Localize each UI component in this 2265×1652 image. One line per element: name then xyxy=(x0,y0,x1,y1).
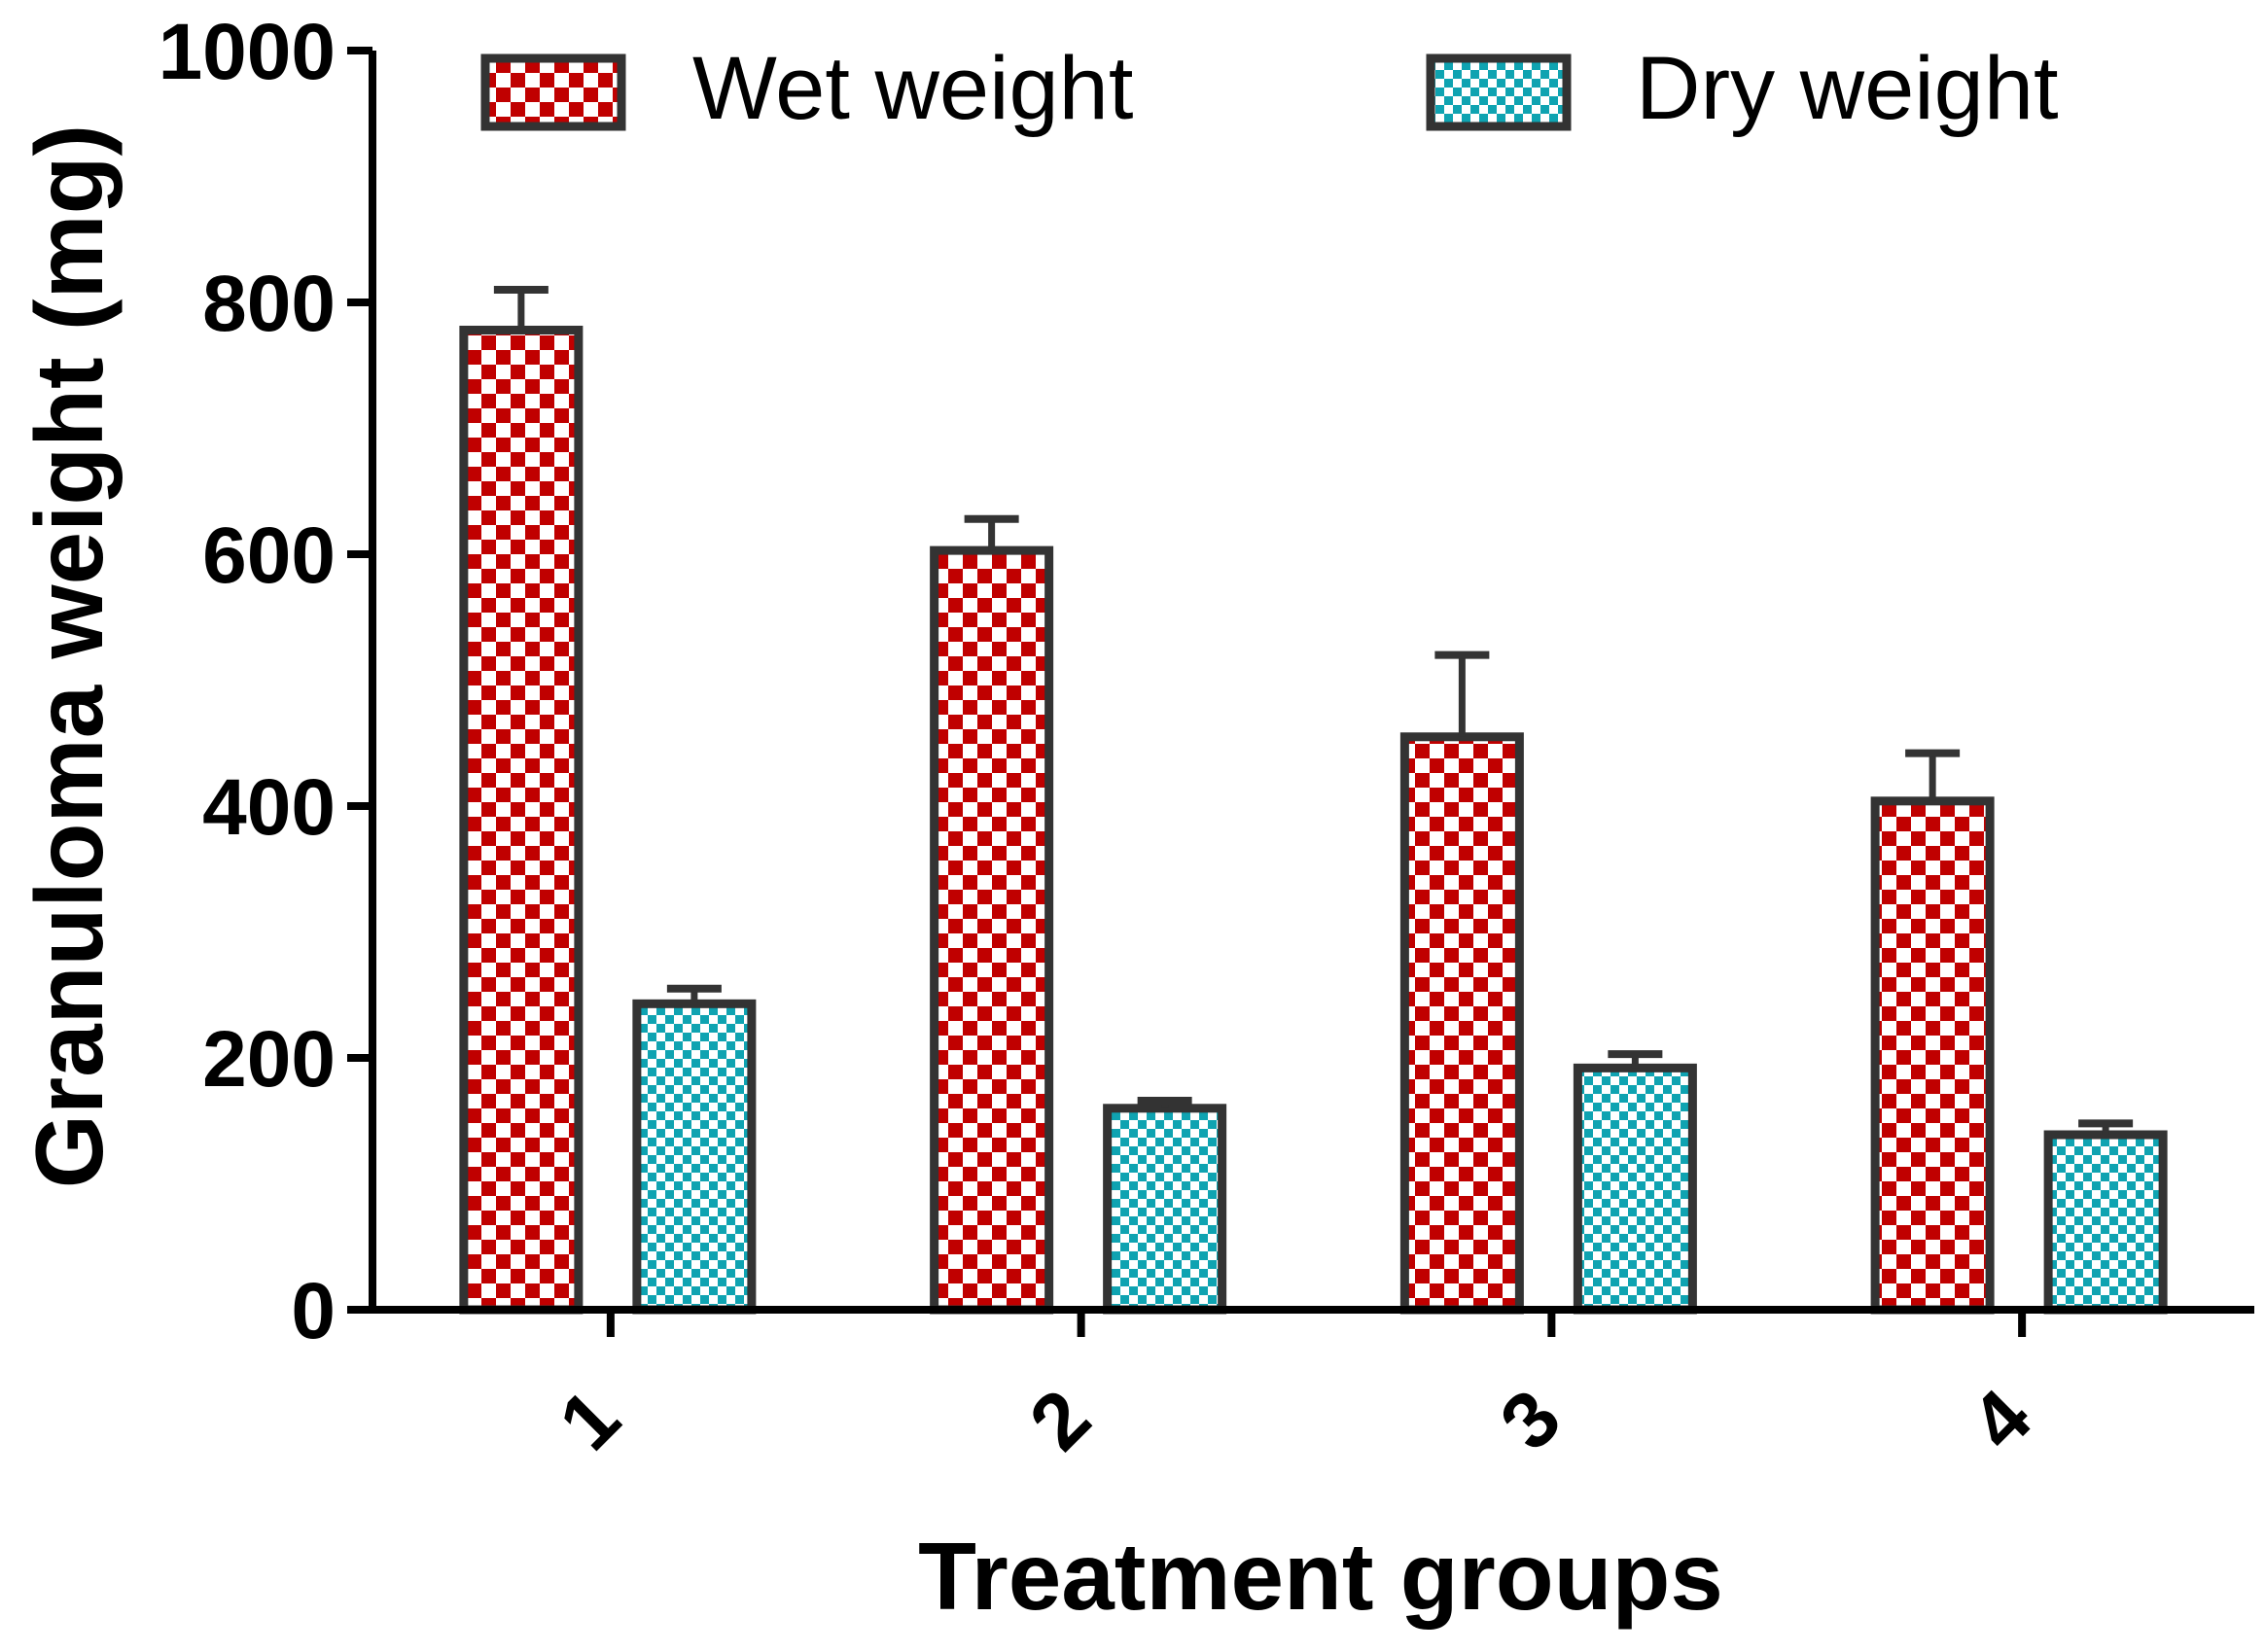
x-tick-label-1: 1 xyxy=(543,1373,637,1467)
bar-dry-2 xyxy=(1103,1104,1227,1315)
y-tick-label-4: 800 xyxy=(202,260,336,348)
legend-swatch-wet xyxy=(480,53,626,131)
y-tick-label-5: 1000 xyxy=(159,8,336,96)
y-tick-label-1: 200 xyxy=(202,1015,336,1104)
x-axis-ticks: 1 2 3 4 xyxy=(543,1310,2048,1467)
y-axis-label: Granuloma weight (mg) xyxy=(16,124,123,1188)
legend-label-wet: Wet weight xyxy=(692,39,1133,138)
bar-wet-2 xyxy=(930,545,1054,1315)
y-tick-label-3: 600 xyxy=(202,511,336,600)
legend-swatch-dry xyxy=(1426,53,1572,131)
bar-wet-1 xyxy=(459,325,584,1315)
legend-label-dry: Dry weight xyxy=(1636,39,2059,138)
bars xyxy=(459,286,2168,1315)
bar-dry-3 xyxy=(1573,1063,1697,1315)
bar-dry-4 xyxy=(2043,1130,2168,1315)
x-axis-label: Treatment groups xyxy=(918,1523,1723,1630)
bar-dry-1 xyxy=(632,999,757,1315)
y-tick-label-2: 400 xyxy=(202,763,336,852)
bar-wet-3 xyxy=(1399,732,1524,1315)
y-tick-label-0: 0 xyxy=(291,1267,336,1355)
bar-wet-4 xyxy=(1870,796,1995,1315)
x-tick-label-4: 4 xyxy=(1954,1373,2048,1467)
legend: Wet weight Dry weight xyxy=(480,39,2059,138)
x-tick-label-2: 2 xyxy=(1013,1373,1108,1467)
y-axis-ticks: 0 200 400 600 800 1000 xyxy=(159,8,372,1355)
x-tick-label-3: 3 xyxy=(1484,1373,1578,1467)
